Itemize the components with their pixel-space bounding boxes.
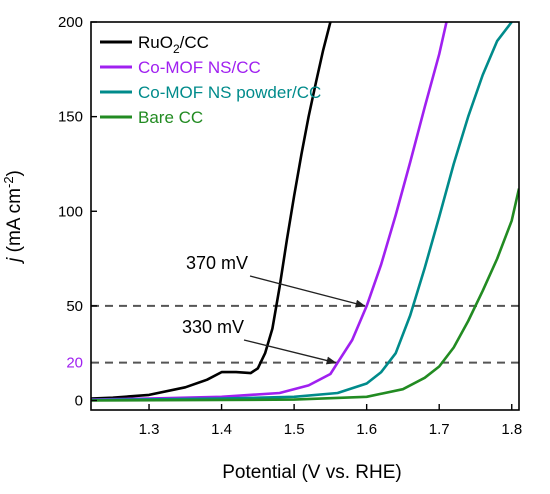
x-tick-label: 1.4 xyxy=(211,421,232,438)
y-tick-label: 200 xyxy=(58,14,83,31)
legend: RuO2/CC Co-MOF NS/CC Co-MOF NS powder/CC Ba… xyxy=(100,33,321,127)
series-line xyxy=(91,22,513,402)
plot-frame xyxy=(90,21,520,411)
y-tick-label-highlight: 20 xyxy=(66,355,83,372)
y-axis-label-units: (mA cm xyxy=(4,188,25,258)
annotations: 370 mV 330 mV xyxy=(182,253,366,365)
y-tick-label: 50 xyxy=(66,298,83,315)
x-axis: 1.3 1.4 1.5 1.6 1.7 1.8 xyxy=(139,404,522,438)
y-axis-label-exponent: -2 xyxy=(1,176,16,188)
y-tick-label: 100 xyxy=(58,203,83,220)
annotation-label: 370 mV xyxy=(186,253,248,273)
series-line xyxy=(91,188,519,402)
x-tick-label: 1.7 xyxy=(429,421,450,438)
x-tick-label: 1.8 xyxy=(501,421,522,438)
annotation-label: 330 mV xyxy=(182,317,244,337)
series-line xyxy=(91,22,448,401)
x-axis-label: Potential (V vs. RHE) xyxy=(222,462,402,483)
annotation-arrow xyxy=(243,339,337,365)
y-axis: 0 50 100 150 200 20 xyxy=(58,14,97,410)
y-axis-label: j (mA cm-2) xyxy=(1,170,25,265)
x-tick-label: 1.5 xyxy=(284,421,305,438)
y-axis-label-close: ) xyxy=(4,170,25,176)
annotation-arrow xyxy=(249,275,366,308)
x-tick-label: 1.6 xyxy=(356,421,377,438)
series-group xyxy=(91,22,519,402)
legend-label: RuO2/CC xyxy=(138,33,209,56)
legend-label: Co-MOF NS powder/CC xyxy=(138,83,321,102)
y-axis-label-symbol: j xyxy=(4,257,25,265)
x-tick-label: 1.3 xyxy=(139,421,160,438)
y-tick-label: 150 xyxy=(58,109,83,126)
series-line xyxy=(91,22,332,400)
legend-label: Bare CC xyxy=(138,108,203,127)
legend-label: Co-MOF NS/CC xyxy=(138,58,261,77)
reference-lines xyxy=(91,304,519,364)
y-tick-label: 0 xyxy=(75,393,83,410)
